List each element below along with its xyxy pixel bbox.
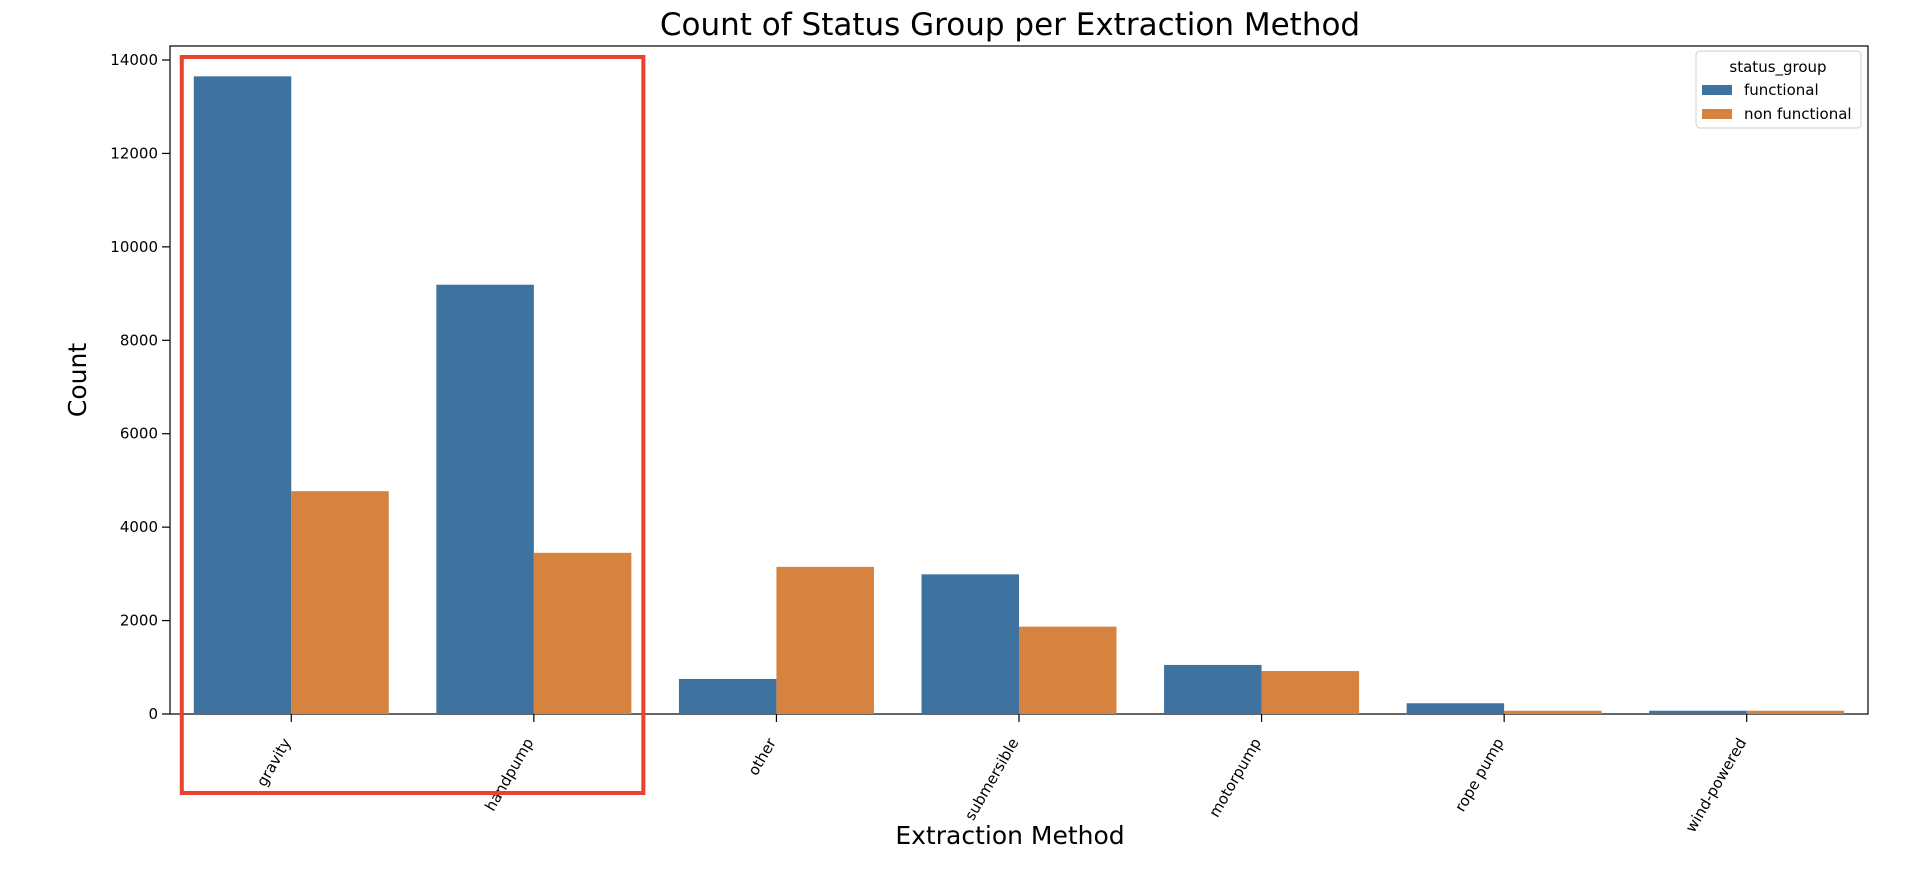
legend-swatch-functional [1702,85,1732,95]
legend-label-functional: functional [1744,81,1819,99]
x-axis: gravity handpump other submersible motorpump… [253,714,1750,836]
y-axis-label: Count [63,343,92,417]
bar-non-functional-submersible [1019,626,1117,714]
legend-label-non-functional: non functional [1744,105,1852,123]
bar-functional-rope-pump [1406,703,1505,714]
y-tick-label: 10000 [110,238,158,256]
x-tick-label: gravity [253,735,295,790]
bar-functional-submersible [921,574,1019,714]
y-tick-label: 14000 [110,51,158,69]
x-tick-label: handpump [481,735,537,814]
x-tick-label: motorpump [1205,735,1265,820]
x-tick-label: rope pump [1451,735,1507,815]
y-axis: 0 2000 4000 6000 8000 10000 12000 14000 [110,51,170,723]
x-tick-label: other [744,734,780,778]
y-tick-label: 2000 [120,612,158,630]
bar-non-functional-other [776,566,874,714]
bar-functional-gravity [193,76,292,715]
highlight-box [179,55,646,795]
legend-title: status_group [1729,58,1826,77]
bar-non-functional-wind-powered [1746,710,1845,714]
y-tick-label: 0 [148,705,158,723]
bar-functional-motorpump [1164,664,1262,714]
y-tick-label: 6000 [120,425,158,443]
legend: status_group functional non functional [1695,50,1862,129]
bar-non-functional-handpump [533,552,632,714]
x-tick-label: wind-powered [1682,735,1750,836]
legend-box [1695,50,1862,129]
y-tick-label: 4000 [120,518,158,536]
bar-functional-handpump [436,284,534,714]
bar-non-functional-rope-pump [1504,710,1602,714]
highlight [179,55,646,795]
bar-functional-wind-powered [1649,710,1747,714]
bar-non-functional-motorpump [1261,671,1360,714]
x-axis-label: Extraction Method [895,821,1124,850]
bar-non-functional-gravity [291,491,389,714]
x-tick-label: submersible [961,735,1022,823]
y-tick-label: 8000 [120,331,158,349]
legend-swatch-non-functional [1702,109,1732,119]
bars [193,76,1845,715]
y-tick-label: 12000 [110,144,158,162]
bar-functional-other [678,678,777,714]
chart-title: Count of Status Group per Extraction Met… [660,7,1360,43]
